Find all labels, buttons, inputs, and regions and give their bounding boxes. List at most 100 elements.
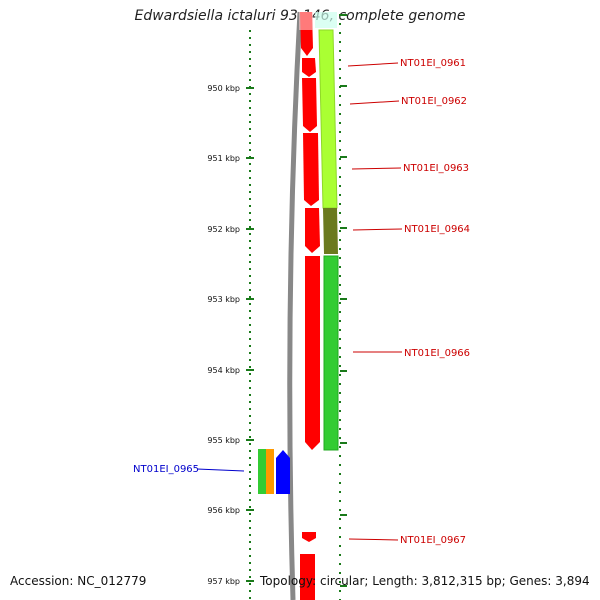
right-major-tick [340, 370, 347, 372]
ruler-minor-tick [249, 352, 251, 354]
ruler-label: 956 kbp [207, 506, 240, 515]
right-minor-tick [339, 347, 341, 349]
ruler-label: 953 kbp [207, 295, 240, 304]
genome-backbone [287, 11, 303, 600]
gene-block-0964 [305, 208, 320, 253]
forward-strand-genes [299, 12, 320, 600]
ruler-label: 950 kbp [207, 84, 240, 93]
ruler-minor-tick [249, 429, 251, 431]
right-minor-tick [339, 230, 341, 232]
ruler-minor-tick [249, 191, 251, 193]
gene-block-top-cap [299, 12, 313, 30]
right-minor-tick [339, 518, 341, 520]
left-tick-track [246, 30, 254, 599]
right-minor-tick [339, 131, 341, 133]
gene-block-0966 [305, 256, 320, 450]
ruler-minor-tick [249, 198, 251, 200]
ruler-minor-tick [249, 233, 251, 235]
ruler-minor-tick [249, 555, 251, 557]
ruler-minor-tick [249, 387, 251, 389]
right-minor-tick [339, 212, 341, 214]
ruler-minor-tick [249, 254, 251, 256]
gene-block-bottom [300, 554, 315, 600]
ruler-minor-tick [249, 37, 251, 39]
right-minor-tick [339, 239, 341, 241]
ruler-minor-tick [249, 261, 251, 263]
ruler-minor-tick [249, 520, 251, 522]
ruler-minor-tick [249, 464, 251, 466]
ruler-minor-tick [249, 51, 251, 53]
ruler-label: 955 kbp [207, 436, 240, 445]
right-minor-tick [339, 356, 341, 358]
ruler-minor-tick [249, 184, 251, 186]
ruler-label: 954 kbp [207, 366, 240, 375]
ruler-minor-tick [249, 597, 251, 599]
ruler-minor-tick [249, 331, 251, 333]
ruler-minor-tick [249, 170, 251, 172]
right-minor-tick [339, 266, 341, 268]
leader-0963 [351, 167, 402, 170]
right-minor-tick [339, 113, 341, 115]
ruler-minor-tick [249, 79, 251, 81]
ruler-minor-tick [249, 30, 251, 32]
right-major-tick [340, 298, 347, 300]
ruler-minor-tick [249, 268, 251, 270]
gene-label-0966: NT01EI_0966 [404, 348, 470, 359]
leader-0961 [347, 62, 399, 67]
right-minor-tick [339, 140, 341, 142]
ruler-minor-tick [249, 534, 251, 536]
ruler-minor-tick [249, 296, 251, 298]
ruler-minor-tick [249, 303, 251, 305]
annotation-band [315, 12, 339, 451]
right-minor-tick [339, 527, 341, 529]
right-minor-tick [339, 95, 341, 97]
gene-block-0962 [302, 58, 316, 77]
right-minor-tick [339, 149, 341, 151]
gene-label-0961: NT01EI_0961 [400, 58, 466, 69]
leader-0965 [196, 468, 245, 472]
right-minor-tick [339, 374, 341, 376]
ruler-label: 951 kbp [207, 154, 240, 163]
gene-label-0964: NT01EI_0964 [404, 224, 470, 235]
ruler-minor-tick [249, 436, 251, 438]
ruler-minor-tick [249, 121, 251, 123]
band-segment-lime [318, 29, 338, 209]
right-minor-tick [339, 257, 341, 259]
right-minor-tick [339, 32, 341, 34]
ruler-minor-tick [249, 590, 251, 592]
ruler-minor-tick [249, 212, 251, 214]
right-major-tick [340, 227, 347, 229]
right-minor-tick [339, 392, 341, 394]
ruler-minor-tick [249, 471, 251, 473]
band-segment-green [323, 255, 339, 451]
right-minor-tick [339, 221, 341, 223]
ruler-minor-tick [249, 499, 251, 501]
ruler-minor-tick [249, 450, 251, 452]
right-minor-tick [339, 365, 341, 367]
ruler-minor-tick [249, 569, 251, 571]
ruler-minor-tick [249, 345, 251, 347]
right-major-tick [340, 442, 347, 444]
ruler-minor-tick [249, 380, 251, 382]
ruler-minor-tick [249, 401, 251, 403]
right-minor-tick [339, 284, 341, 286]
right-minor-tick [339, 320, 341, 322]
right-minor-tick [339, 401, 341, 403]
band-segment-olive [323, 208, 338, 254]
ruler-minor-tick [249, 58, 251, 60]
right-minor-tick [339, 500, 341, 502]
ruler-minor-tick [249, 359, 251, 361]
gene-green-small [258, 449, 266, 494]
ruler-minor-tick [249, 275, 251, 277]
ruler-minor-tick [249, 576, 251, 578]
leader-0967 [348, 538, 399, 541]
right-minor-tick [339, 482, 341, 484]
gene-block-0967 [302, 532, 316, 542]
right-minor-tick [339, 104, 341, 106]
right-minor-tick [339, 77, 341, 79]
leader-0964 [352, 228, 403, 231]
ruler-minor-tick [249, 408, 251, 410]
right-major-tick [340, 85, 347, 87]
ruler-minor-tick [249, 541, 251, 543]
